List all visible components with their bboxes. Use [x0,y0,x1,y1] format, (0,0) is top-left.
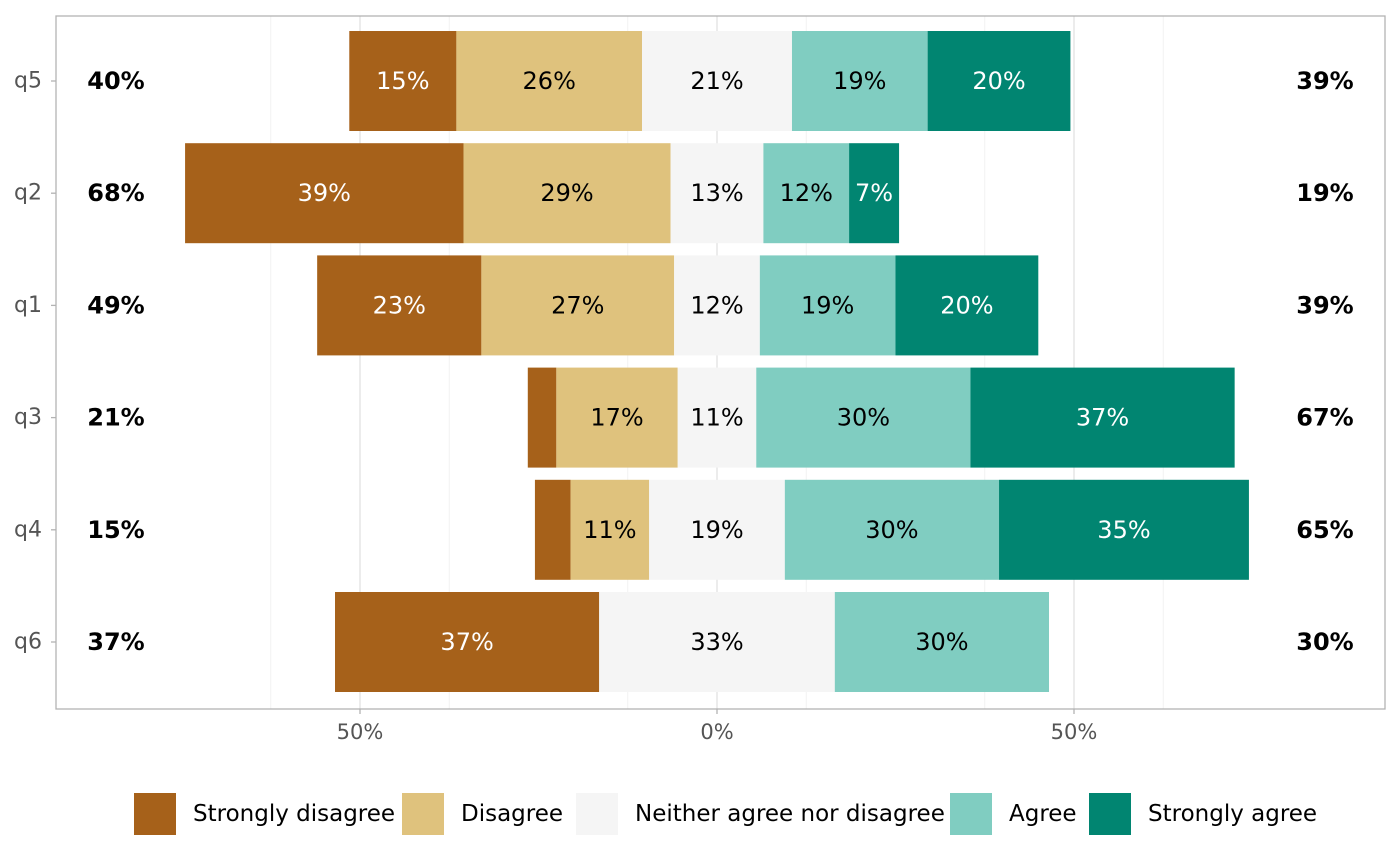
right-total-label: 67% [1296,404,1353,432]
right-total-label: 39% [1296,291,1353,319]
category-label: q3 [14,405,42,430]
category-label: q4 [14,517,42,542]
bar-q3-agree [756,367,971,468]
bar-q4-strongly-disagree [534,479,571,580]
data-label: 17% [590,404,643,432]
data-label: 12% [690,291,743,319]
right-total-label: 19% [1296,179,1353,207]
bar-q1-strongly-disagree [317,255,482,356]
legend-label: Neither agree nor disagree [635,801,945,827]
right-total-label: 65% [1296,516,1353,544]
right-total-label: 30% [1296,628,1353,656]
data-label: 27% [551,291,604,319]
category-axis: q5 q2 q1 q3 q4 q6 [14,69,56,655]
right-total-label: 39% [1296,67,1353,95]
data-label: 19% [690,516,743,544]
data-label: 30% [837,404,890,432]
value-labels: 15% 26% 21% 19% 20% 40% 39% 39% 29% 13% 12% 7% 68% 19… [87,67,1353,656]
data-label: 30% [865,516,918,544]
legend-label: Strongly disagree [193,801,395,827]
bar-q3-strongly-disagree [527,367,557,468]
bar-q1-neither-agree-nor-disagree [674,255,760,356]
data-label: 29% [540,179,593,207]
x-tick-label: 0% [700,720,733,744]
bar-q2-strongly-disagree [185,143,464,244]
bar-q6-agree [834,592,1050,692]
x-tick-label: 50% [1051,720,1098,744]
data-label: 13% [690,179,743,207]
bar-q6-strongly-disagree [335,592,600,692]
legend-key-neither-agree-nor-disagree [576,793,618,835]
data-label: 23% [373,291,426,319]
bar-q5-neither-agree-nor-disagree [642,31,792,131]
data-label: 21% [690,67,743,95]
category-label: q2 [14,181,42,206]
data-label: 19% [801,291,854,319]
bar-q2-disagree [463,143,671,244]
data-label: 11% [690,404,743,432]
data-label: 26% [523,67,576,95]
data-label: 15% [376,67,429,95]
category-label: q5 [14,69,42,94]
bar-q1-strongly-agree [895,255,1039,356]
data-label: 20% [972,67,1025,95]
data-label: 11% [583,516,636,544]
data-label: 37% [440,628,493,656]
legend-label: Strongly agree [1148,801,1317,827]
data-label: 19% [833,67,886,95]
category-label: q6 [14,630,42,655]
category-label: q1 [14,293,42,318]
left-total-label: 40% [87,67,144,95]
left-total-label: 21% [87,404,144,432]
data-label: 12% [780,179,833,207]
x-axis: 50% 0% 50% [337,709,1098,744]
bar-q5-strongly-disagree [349,31,457,131]
legend-key-strongly-disagree [134,793,176,835]
data-label: 37% [1076,404,1129,432]
data-label: 20% [940,291,993,319]
legend: Strongly disagree Disagree Neither agree n… [134,793,1317,835]
bar-q2-neither-agree-nor-disagree [670,143,764,244]
legend-key-strongly-agree [1089,793,1131,835]
bar-q3-disagree [556,367,678,468]
bar-q2-agree [763,143,850,244]
legend-key-agree [950,793,992,835]
data-label: 30% [915,628,968,656]
panel-border [55,15,1386,710]
bar-q6-neither-agree-nor-disagree [599,592,835,692]
bar-q4-strongly-agree [999,479,1249,580]
bar-q1-agree [759,255,896,356]
left-total-label: 15% [87,516,144,544]
x-tick-label: 50% [337,720,384,744]
bar-q4-disagree [570,479,650,580]
bar-q5-agree [791,31,928,131]
bar-q3-neither-agree-nor-disagree [677,367,757,468]
bar-q4-neither-agree-nor-disagree [649,479,785,580]
data-label: 33% [690,628,743,656]
data-label: 7% [855,179,893,207]
bar-q4-agree [784,479,1000,580]
bar-q5-disagree [456,31,643,131]
left-total-label: 68% [87,179,144,207]
bar-q2-strongly-agree [849,143,900,244]
bar-q1-disagree [481,255,675,356]
legend-label: Disagree [461,801,563,827]
bar-q3-strongly-agree [970,367,1235,468]
legend-label: Agree [1009,801,1077,827]
legend-key-disagree [402,793,444,835]
left-total-label: 37% [87,628,144,656]
data-label: 35% [1097,516,1150,544]
grid-lines [270,16,1164,709]
bars [185,31,1249,692]
left-total-label: 49% [87,291,144,319]
data-label: 39% [298,179,351,207]
bar-q5-strongly-agree [927,31,1071,131]
